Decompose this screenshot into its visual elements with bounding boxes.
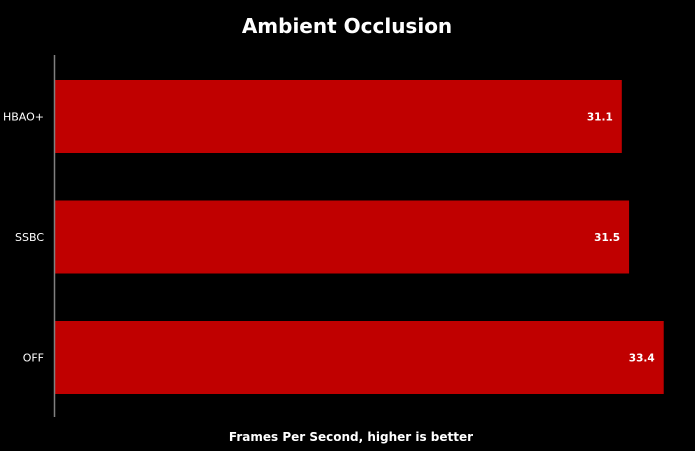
bar-ssbc [55, 200, 630, 274]
bar-off [55, 321, 664, 394]
bars-group: HBAO+ 31.1 SSBC 31.5 OFF 33.4 [3, 80, 664, 394]
value-label: 31.1 [587, 112, 613, 124]
category-label: HBAO+ [3, 111, 44, 124]
chart-title: Ambient Occlusion [242, 14, 452, 38]
category-label: OFF [23, 352, 44, 365]
bar-hbao [55, 80, 622, 153]
value-label: 33.4 [629, 353, 655, 365]
x-axis-label: Frames Per Second, higher is better [229, 430, 473, 444]
category-label: SSBC [15, 231, 44, 244]
value-label: 31.5 [594, 232, 620, 244]
